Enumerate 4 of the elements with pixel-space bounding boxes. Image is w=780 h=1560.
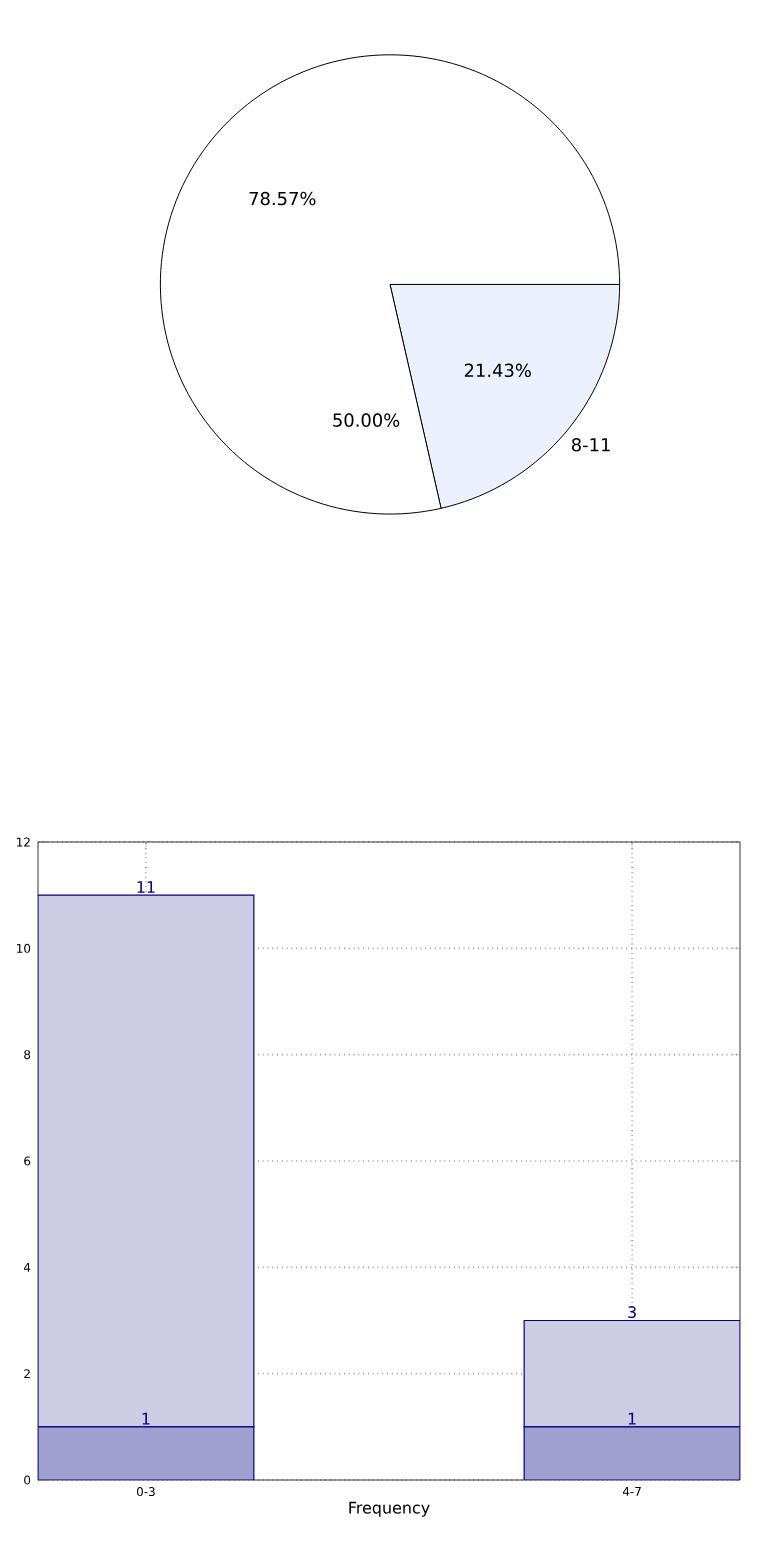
data-label: 78.57% [249, 191, 316, 206]
data-label: 21.43% [464, 363, 531, 378]
text: 50.00% [333, 413, 400, 427]
slice-label: 8-11 [571, 438, 610, 452]
